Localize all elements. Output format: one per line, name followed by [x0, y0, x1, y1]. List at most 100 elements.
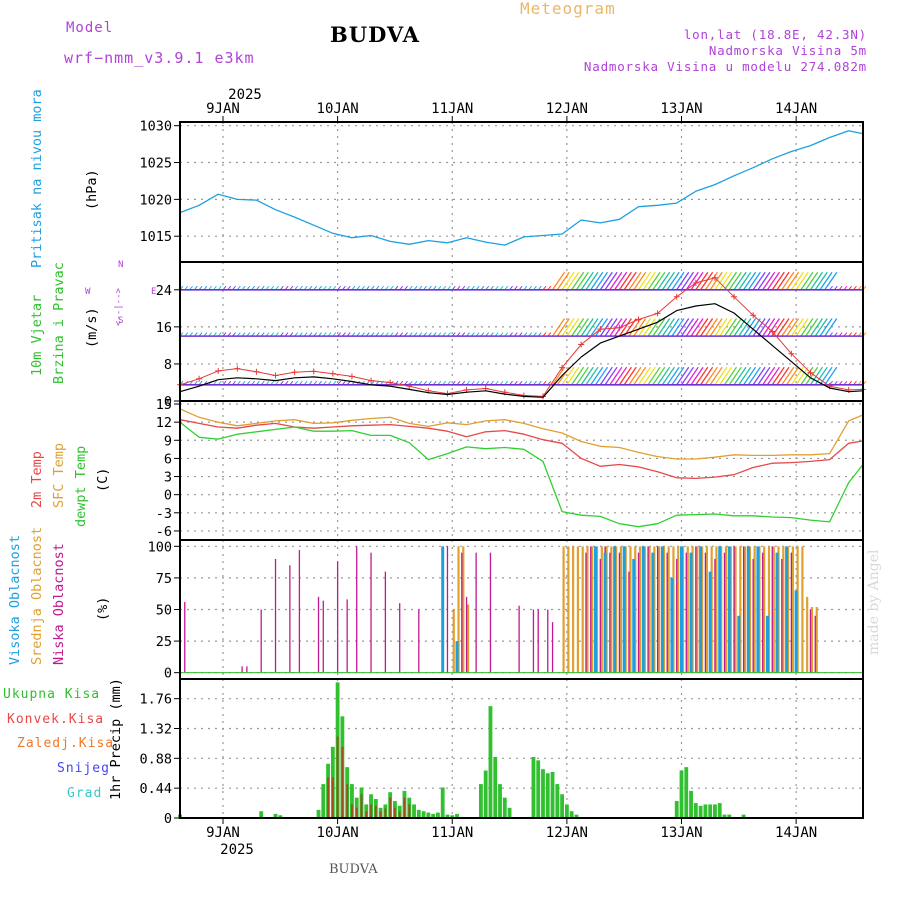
wind-gust-marker	[711, 274, 718, 281]
wind-barb	[762, 366, 776, 386]
wind-barb	[762, 318, 776, 337]
y-tick-label: 1020	[139, 192, 172, 208]
wind-barb	[690, 318, 704, 337]
wind-barb	[590, 318, 604, 337]
wind-barb	[642, 271, 656, 291]
wind-barb	[757, 318, 771, 337]
bottom-axis-day: 11JAN	[431, 825, 473, 841]
wind-gust-marker	[807, 369, 814, 376]
y-tick-label: 0	[164, 666, 172, 682]
y-tick-label: 3	[164, 470, 172, 486]
precip-total-bar	[350, 784, 354, 818]
wind-barb	[676, 366, 690, 386]
precip-conv-bar	[408, 804, 411, 818]
wind-barb	[618, 318, 632, 337]
wind-barb	[776, 271, 790, 291]
page-title: BUDVA	[330, 22, 420, 47]
precip-total-bar	[273, 813, 278, 818]
wind-barb	[599, 318, 613, 337]
wind-barb	[790, 318, 804, 337]
pressure-line	[179, 130, 864, 246]
y-tick-label: 0	[164, 394, 172, 410]
wind-barb	[723, 271, 738, 291]
precip-conv-bar	[365, 811, 368, 818]
wind-barb	[566, 318, 580, 337]
precip-total-bar	[455, 813, 459, 818]
precip-total-bar	[569, 811, 574, 818]
wind-gust-marker	[635, 316, 642, 323]
wind-barb	[728, 271, 742, 291]
wind-barb	[805, 366, 819, 386]
wind-barb	[556, 271, 570, 291]
wind-gust-marker	[769, 328, 776, 335]
credit-text: made by Angel	[866, 549, 882, 656]
precip-conv-bar	[331, 777, 334, 818]
wind-barb	[552, 271, 566, 291]
wind-barb	[647, 366, 661, 386]
wind-barb	[652, 318, 666, 337]
precip-frozen-label: Zaledj.Kisa	[17, 736, 115, 751]
wind-barb	[657, 318, 671, 337]
precip-total-bar	[412, 804, 416, 818]
wind-barb	[743, 366, 757, 386]
wind-barb	[680, 366, 695, 386]
precip-total-bar	[717, 803, 722, 818]
precip-total-bar	[421, 811, 426, 818]
wind-barb	[690, 366, 704, 386]
wind-barb	[566, 271, 580, 291]
wind-gust-marker	[291, 369, 298, 376]
wind-gust-marker	[750, 312, 757, 319]
wind-gust-marker	[348, 373, 355, 380]
wind-barb	[766, 271, 781, 291]
precip-total-bar	[502, 797, 507, 818]
wind-barb	[594, 318, 609, 337]
compass-west: W	[85, 287, 91, 297]
precip-total-bar	[440, 787, 445, 818]
wind-barb	[652, 271, 666, 291]
panel-frame	[179, 121, 864, 263]
wind-barb	[747, 271, 761, 291]
bottom-axis-day: 12JAN	[546, 825, 588, 841]
wind-barb	[671, 318, 685, 337]
wind-barb	[719, 318, 733, 337]
wind-barb	[652, 366, 666, 386]
wind-gust-marker	[616, 324, 623, 331]
wind-gust-marker	[387, 379, 394, 386]
wind-gust-marker	[234, 365, 241, 372]
precip-total-bar	[426, 812, 431, 818]
wind-barb	[633, 318, 647, 337]
wind-barb	[604, 318, 618, 337]
wind-barb	[594, 366, 609, 386]
precip-total-bar	[416, 809, 421, 818]
wind-barb	[571, 318, 585, 337]
wind-barb	[676, 271, 690, 291]
wind-gust-marker	[444, 390, 451, 397]
bottom-axis-day: 13JAN	[660, 825, 702, 841]
wind-barb	[824, 366, 838, 386]
top-axis-day: 13JAN	[660, 101, 702, 117]
grid-layer	[180, 122, 863, 819]
wind-barb	[637, 271, 652, 291]
precip-total-bar	[478, 784, 483, 818]
wind-barb	[809, 366, 823, 386]
precip-conv-bar	[350, 804, 353, 818]
precip-conv-bar	[393, 807, 396, 818]
wind-barb	[575, 318, 589, 337]
y-tick-label: 0	[164, 488, 172, 504]
wind-barb	[671, 366, 685, 386]
panel-frame	[179, 539, 864, 680]
wind-gust-marker	[215, 367, 222, 374]
data-layer	[177, 130, 867, 819]
precip-conv-bar	[370, 804, 373, 818]
wind-barb	[614, 366, 628, 386]
precip-total-bar	[541, 769, 545, 818]
y-tick-label: 15	[156, 397, 172, 413]
sfc-temp-line	[179, 408, 864, 460]
footer-title: BUDVA	[329, 862, 378, 877]
wind-gust-marker	[406, 383, 413, 390]
y-tick-label: 25	[156, 634, 172, 650]
wind-barb	[805, 318, 819, 337]
wind-barb	[618, 271, 632, 291]
wind-barb	[628, 366, 642, 386]
y-tick-label: 100	[148, 539, 172, 555]
